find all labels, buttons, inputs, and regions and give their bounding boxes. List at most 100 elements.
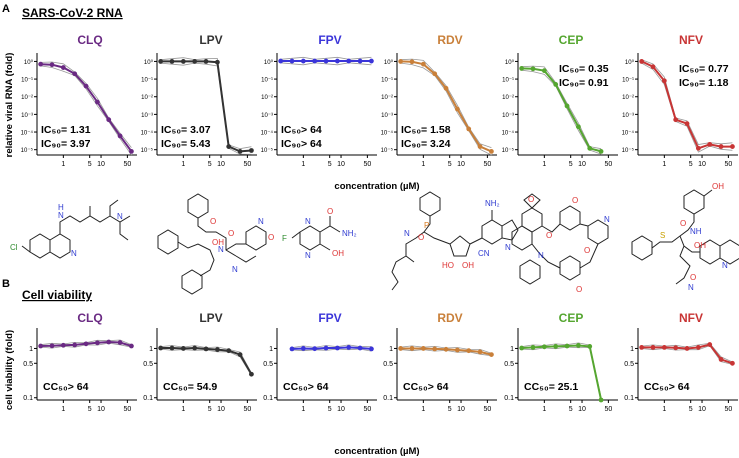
y-tick-label: 10⁻² — [261, 95, 273, 101]
data-point — [300, 346, 306, 351]
x-tick-label: 50 — [363, 161, 371, 168]
plot-nfv-b: 1 5 10 50 1 0.5 0.1 CC₅₀> 64 — [624, 328, 738, 413]
data-point — [117, 133, 123, 139]
data-point — [312, 346, 318, 352]
nfv-atom-n: N — [722, 261, 728, 270]
data-point — [661, 345, 667, 350]
data-point — [575, 343, 581, 348]
replicate-line — [641, 62, 733, 153]
x-tick-label: 1 — [421, 161, 425, 168]
cep-atom-o4: O — [584, 246, 590, 255]
x-tick-label: 50 — [724, 161, 732, 168]
x-tick-label: 50 — [123, 161, 131, 168]
rdv-atom-o-ester: O — [418, 233, 424, 242]
y-tick-label: 1 — [149, 346, 153, 353]
y-tick-label: 1 — [29, 346, 33, 353]
data-point — [530, 345, 536, 350]
data-point — [707, 342, 713, 347]
x-tick-label: 1 — [542, 161, 546, 168]
fpv-atom-o: O — [327, 207, 333, 216]
rdv-atom-oh: OH — [462, 261, 474, 270]
data-point — [38, 343, 44, 349]
structure-nelfinavir: OH S O NH OH N N O — [631, 182, 739, 292]
data-point — [489, 352, 494, 358]
data-point — [117, 340, 123, 345]
data-point — [249, 371, 254, 377]
panel-letter-a: A — [2, 3, 10, 15]
y-tick-label: 10⁰ — [384, 59, 394, 66]
data-point — [346, 345, 352, 350]
y-tick-label: 0.1 — [504, 395, 514, 402]
data-point — [650, 345, 656, 350]
cell-viability-plots: 1 5 10 50 1 0.5 0.1 CC₅₀> 64 1 5 10 50 1 0.5 0.1 CC₅₀= … — [23, 328, 738, 413]
data-point — [519, 66, 525, 71]
x-tick-label: 10 — [698, 161, 706, 168]
cep-atom-n2: N — [538, 251, 544, 260]
annotation-rdv: IC₉₀= 3.24 — [401, 138, 451, 150]
x-tick-label: 5 — [208, 161, 212, 168]
annotation-fpv: CC₅₀> 64 — [283, 381, 329, 393]
data-point — [420, 61, 426, 67]
lpv-atom-o3: O — [268, 233, 274, 242]
data-point — [312, 58, 318, 64]
rdv-atom-p: P — [424, 221, 429, 230]
data-point — [83, 341, 89, 347]
y-tick-label: 10⁻³ — [141, 113, 153, 119]
x-tick-label: 1 — [421, 406, 425, 413]
y-tick-label: 10⁻² — [502, 95, 514, 101]
compound-title-fpv-a: FPV — [318, 33, 341, 47]
data-point — [49, 62, 55, 68]
data-point — [323, 58, 329, 64]
data-point — [357, 58, 363, 64]
data-point — [519, 345, 525, 351]
x-tick-label: 10 — [457, 406, 465, 413]
data-point — [684, 121, 690, 127]
data-point — [369, 346, 374, 352]
lpv-atom-nh2: N — [232, 265, 238, 274]
nfv-atom-nh1: NH — [690, 227, 702, 236]
panel-letter-b: B — [2, 278, 10, 290]
data-point — [106, 339, 112, 345]
annotation-rdv: CC₅₀> 64 — [403, 381, 449, 393]
data-point — [334, 345, 340, 351]
y-tick-label: 10⁻⁴ — [381, 130, 394, 137]
replicate-line — [400, 62, 492, 156]
structure-favipiravir: F N NH₂ O N OH — [282, 207, 357, 260]
x-tick-label: 50 — [724, 406, 732, 413]
data-point — [334, 58, 340, 64]
data-point — [575, 124, 581, 130]
nfv-atom-o: O — [680, 219, 686, 228]
y-tick-label: 0.1 — [624, 395, 634, 402]
data-point — [289, 346, 295, 352]
y-tick-label: 10⁻⁴ — [261, 130, 274, 137]
x-tick-label: 10 — [337, 406, 345, 413]
data-point — [180, 346, 186, 351]
data-point — [432, 71, 438, 77]
y-tick-label: 10⁻³ — [622, 113, 634, 119]
data-point — [730, 360, 735, 366]
annotation-fpv: IC₉₀> 64 — [281, 138, 322, 150]
x-tick-label: 10 — [97, 161, 105, 168]
y-tick-label: 10⁻⁴ — [622, 130, 635, 137]
annotation-nfv: IC₅₀= 0.77 — [679, 63, 729, 75]
data-point — [695, 145, 701, 151]
data-point — [707, 141, 713, 147]
replicate-line — [521, 342, 602, 398]
data-point — [587, 344, 593, 349]
data-point — [541, 68, 547, 74]
annotation-lpv: CC₅₀= 54.9 — [163, 381, 217, 393]
plot-cep-a: 1 5 10 50 10⁰ 10⁻¹ 10⁻² 10⁻³ 10⁻⁴ 10⁻⁵ IC₅₀= 0.35 I… — [502, 53, 618, 168]
data-point — [477, 349, 483, 355]
replicate-line — [280, 62, 372, 66]
y-tick-label: 10⁻⁵ — [21, 147, 34, 154]
data-point — [420, 346, 426, 351]
x-tick-label: 1 — [181, 161, 185, 168]
data-point — [398, 59, 404, 64]
x-tick-label: 5 — [208, 406, 212, 413]
data-point — [237, 352, 243, 358]
y-tick-label: 10⁻⁵ — [141, 147, 154, 154]
nfv-atom-oh1: OH — [712, 182, 724, 191]
y-tick-label: 10⁻⁵ — [261, 147, 274, 154]
plot-lpv-b: 1 5 10 50 1 0.5 0.1 CC₅₀= 54.9 — [143, 328, 257, 413]
clq-atom-nh: N — [58, 211, 64, 220]
